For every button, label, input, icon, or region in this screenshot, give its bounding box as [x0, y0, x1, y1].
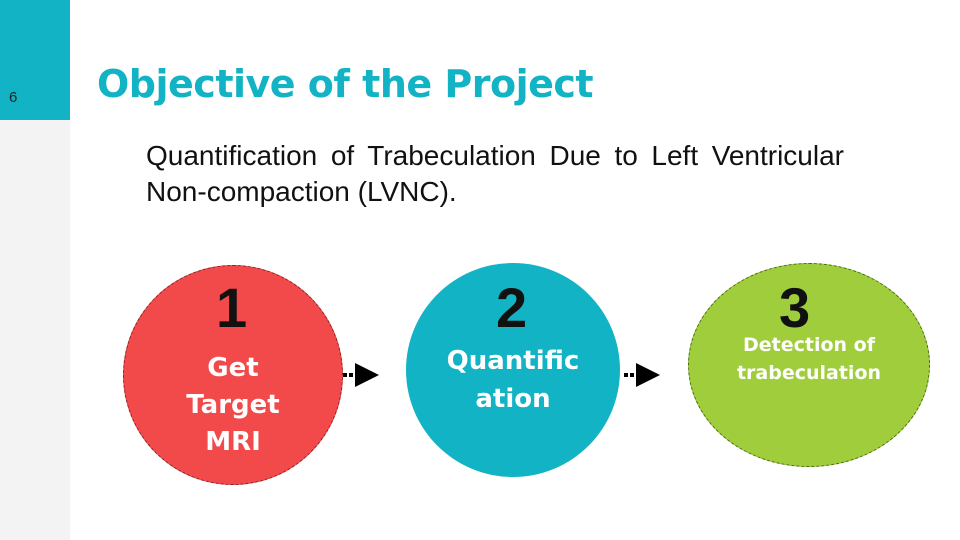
step-label-3: Detection of trabeculation [736, 334, 882, 384]
step-circle-1: Get Target MRI [123, 265, 343, 485]
arrow-right-icon [624, 363, 660, 387]
objective-text: Quantification of Trabeculation Due to L… [146, 140, 844, 207]
step-label-2: Quantific ation [446, 346, 580, 414]
step-label-1: Get Target MRI [186, 352, 280, 457]
slide-accent-block [0, 0, 70, 120]
step-number-3: 3 [779, 276, 811, 339]
slide-number: 6 [9, 89, 18, 106]
slide-title: Objective of the Project [97, 62, 594, 106]
step-circle-3: Detection of trabeculation [688, 263, 930, 467]
step-number-1: 1 [216, 276, 248, 339]
step-circle-2: Quantific ation [406, 263, 620, 477]
step-number-2: 2 [496, 276, 528, 339]
arrow-right-icon [343, 363, 379, 387]
